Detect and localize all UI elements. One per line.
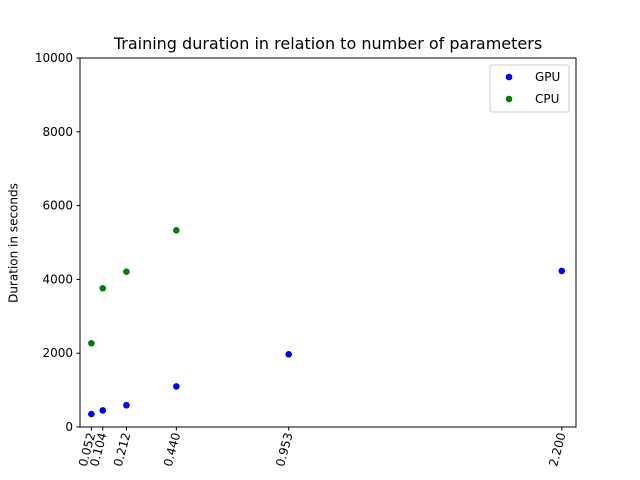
data-point-gpu-3 xyxy=(173,383,180,390)
data-point-gpu-2 xyxy=(123,401,130,409)
data-point-cpu-0 xyxy=(88,339,95,347)
data-point-gpu-1 xyxy=(99,407,107,414)
y-tick-label-4: 8000 xyxy=(42,125,73,139)
y-tick-label-5: 10000 xyxy=(35,51,73,65)
y-tick-label-2: 4000 xyxy=(42,272,73,286)
data-point-gpu-0 xyxy=(88,410,95,418)
legend-marker-cpu xyxy=(505,95,513,103)
chart-title: Training duration in relation to number … xyxy=(113,34,542,53)
data-point-cpu-3 xyxy=(173,227,180,234)
y-tick-label-1: 2000 xyxy=(42,346,73,360)
legend: GPU CPU xyxy=(489,64,570,113)
y-tick-label-0: 0 xyxy=(65,420,73,434)
plot-frame xyxy=(79,57,577,428)
data-point-cpu-2 xyxy=(123,268,130,275)
data-point-cpu-1 xyxy=(99,284,107,292)
y-axis-label: Duration in seconds xyxy=(7,183,21,303)
data-point-gpu-4 xyxy=(285,351,292,358)
y-tick-label-3: 6000 xyxy=(42,199,73,213)
legend-label-cpu: CPU xyxy=(535,92,559,106)
legend-marker-gpu xyxy=(505,73,513,81)
data-point-gpu-5 xyxy=(558,267,566,275)
data-points-layer xyxy=(88,227,566,418)
legend-label-gpu: GPU xyxy=(535,70,560,84)
